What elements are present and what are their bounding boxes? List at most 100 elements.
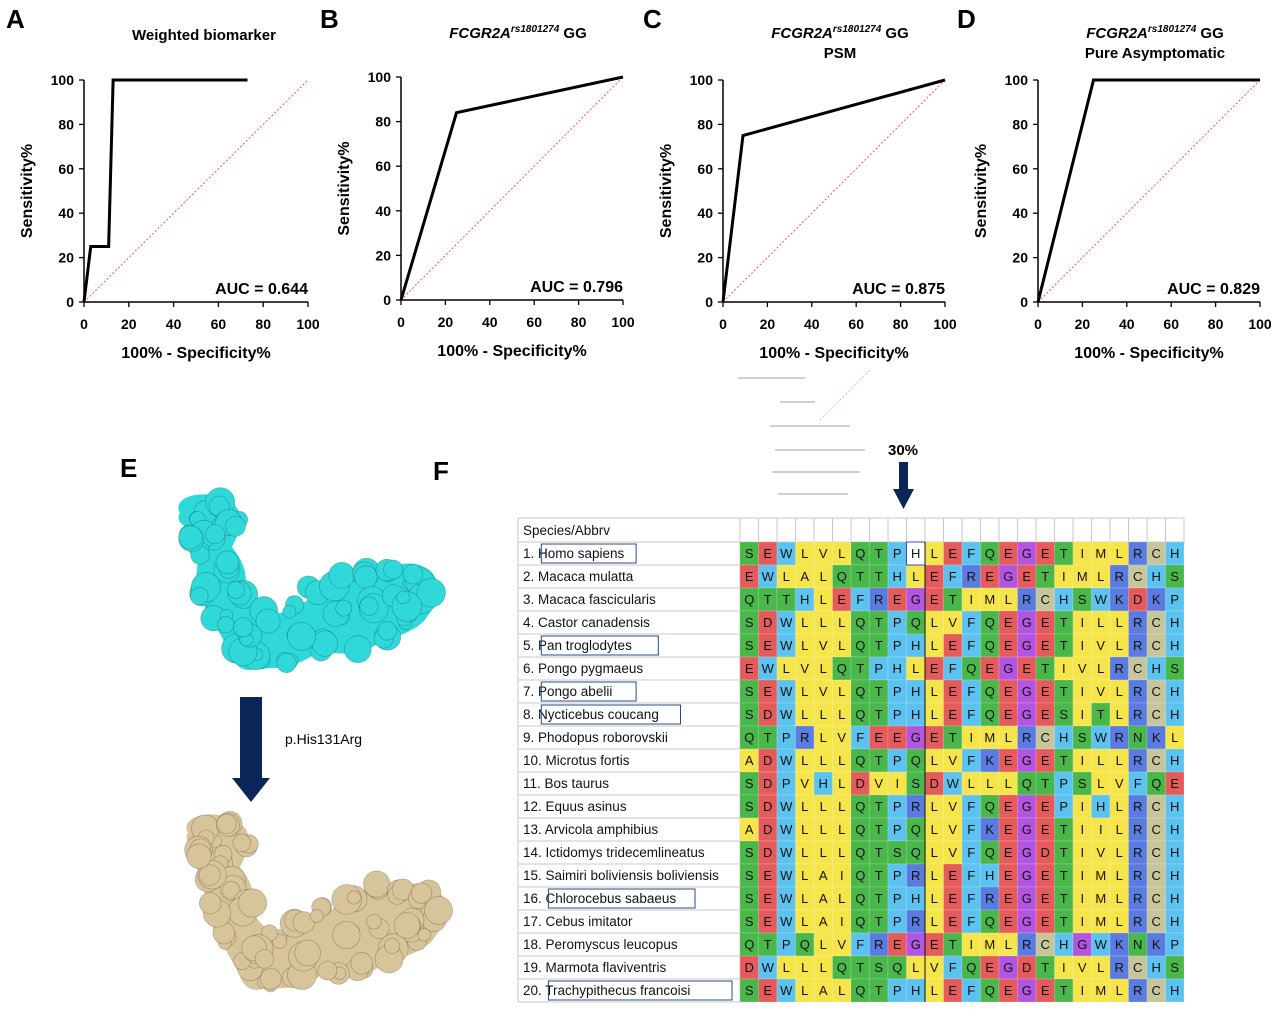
residue-letter: T	[856, 569, 864, 584]
residue-letter: E	[1041, 615, 1050, 630]
residue-letter: E	[985, 661, 994, 676]
residue-letter: E	[1022, 661, 1031, 676]
residue-letter: F	[967, 638, 975, 653]
residue-letter: E	[948, 983, 957, 998]
marker-percent: 30%	[888, 442, 918, 459]
residue-letter: F	[967, 546, 975, 561]
residue-letter: G	[1022, 845, 1032, 860]
residue-letter: V	[1096, 638, 1105, 653]
residue-letter: L	[931, 707, 938, 722]
residue-letter: C	[1152, 845, 1161, 860]
residue-letter: I	[840, 914, 844, 929]
residue-letter: K	[1152, 730, 1161, 745]
residue-letter: A	[745, 822, 754, 837]
residue-letter: L	[1005, 592, 1012, 607]
position-arrow-shaft	[899, 462, 908, 490]
residue-letter: F	[967, 914, 975, 929]
residue-letter: H	[1170, 822, 1179, 837]
surface-bump	[335, 599, 353, 617]
surface-bump	[402, 564, 424, 585]
residue-letter: T	[875, 638, 883, 653]
residue-letter: I	[1099, 822, 1103, 837]
residue-letter: Q	[1151, 776, 1161, 791]
surface-bump	[226, 581, 245, 599]
residue-letter: L	[1116, 615, 1123, 630]
species-name: 15. Saimiri boliviensis boliviensis	[523, 868, 719, 883]
residue-letter: Q	[855, 983, 865, 998]
residue-letter: Q	[985, 799, 995, 814]
surface-bump	[328, 561, 356, 589]
residue-letter: K	[985, 753, 994, 768]
reference-line	[722, 79, 946, 303]
residue-letter: H	[911, 983, 920, 998]
species-highlight-box	[547, 980, 733, 1001]
residue-letter: L	[1116, 822, 1123, 837]
residue-letter: H	[819, 776, 828, 791]
residue-letter: E	[930, 730, 939, 745]
residue-letter: H	[1059, 730, 1068, 745]
surface-bump	[383, 559, 404, 580]
y-tick-label: 60	[1012, 161, 1028, 177]
residue-letter: L	[931, 868, 938, 883]
residue-letter: G	[1022, 799, 1032, 814]
residue-letter: D	[1133, 592, 1142, 607]
residue-letter: T	[1060, 753, 1068, 768]
residue-letter: V	[874, 776, 883, 791]
surface-bump	[363, 870, 391, 898]
residue-letter: E	[948, 891, 957, 906]
species-highlight-box	[540, 681, 637, 702]
y-tick-label: 100	[690, 72, 714, 88]
species-highlight-box	[547, 888, 696, 909]
species-highlight-box	[540, 635, 659, 656]
residue-letter: V	[948, 615, 957, 630]
y-tick-label: 20	[697, 250, 713, 266]
species-name: 19. Marmota flaviventris	[523, 960, 667, 975]
residue-letter: P	[893, 799, 902, 814]
residue-letter: Q	[855, 638, 865, 653]
residue-letter: C	[1133, 569, 1142, 584]
residue-letter: E	[1041, 891, 1050, 906]
residue-letter: W	[762, 661, 775, 676]
x-tick-label: 0	[397, 314, 405, 330]
residue-letter: E	[1004, 546, 1013, 561]
residue-letter: E	[893, 730, 902, 745]
residue-letter: V	[948, 799, 957, 814]
residue-letter: A	[800, 569, 809, 584]
residue-letter: P	[893, 546, 902, 561]
residue-letter: T	[949, 730, 957, 745]
header-column-cell	[1072, 517, 1092, 543]
residue-letter: F	[967, 822, 975, 837]
roc-curve	[399, 75, 624, 301]
surface-bump	[416, 577, 446, 608]
residue-letter: T	[875, 891, 883, 906]
header-column-cell	[1035, 517, 1055, 543]
chart-title: FCGR2Ars1801274 GG	[771, 24, 909, 42]
residue-letter: E	[763, 684, 772, 699]
residue-letter: E	[1041, 546, 1050, 561]
header-column-cell	[924, 517, 944, 543]
residue-letter: H	[1170, 546, 1179, 561]
residue-letter: R	[911, 914, 920, 929]
roc-charts: A Weighted biomarker 0 20 40 60 80 100 0 20 40 60 80…	[6, 4, 1272, 362]
mutation-arrow-head	[232, 778, 270, 802]
residue-letter: E	[948, 914, 957, 929]
residue-letter: T	[856, 960, 864, 975]
residue-letter: S	[745, 707, 754, 722]
x-tick-label: 20	[121, 316, 137, 332]
residue-letter: P	[893, 638, 902, 653]
residue-letter: T	[1060, 822, 1068, 837]
residue-letter: R	[1133, 914, 1142, 929]
residue-letter: R	[1133, 891, 1142, 906]
residue-letter: L	[801, 960, 808, 975]
residue-letter: W	[762, 960, 775, 975]
y-tick-label: 60	[697, 161, 713, 177]
residue-letter: L	[1116, 707, 1123, 722]
residue-letter: N	[1133, 937, 1142, 952]
residue-letter: C	[1152, 638, 1161, 653]
x-tick-label: 60	[1163, 316, 1179, 332]
residue-letter: I	[895, 776, 899, 791]
residue-letter: P	[893, 707, 902, 722]
residue-letter: K	[1115, 592, 1124, 607]
residue-letter: V	[800, 776, 809, 791]
roc-chart-b: B FCGR2Ars1801274 GG 0 20 40 60 80 100 0 20 40 60 80…	[320, 4, 635, 360]
